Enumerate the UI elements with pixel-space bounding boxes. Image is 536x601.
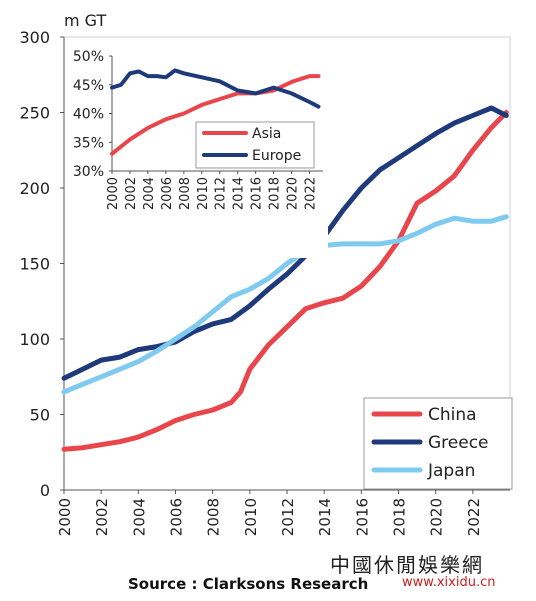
inset-legend-label-europe: Europe xyxy=(252,148,301,164)
x-tick-label: 2010 xyxy=(242,498,260,536)
x-tick-label: 2018 xyxy=(391,498,409,536)
y-tick-label: 150 xyxy=(19,255,50,274)
y-tick-label: 200 xyxy=(19,179,50,198)
inset-y-tick-label: 35% xyxy=(73,135,104,151)
inset-legend-label-asia: Asia xyxy=(252,126,281,142)
inset-x-tick-label: 2002 xyxy=(124,177,139,210)
inset-legend: Asia Europe xyxy=(195,121,315,169)
y-tick-label: 100 xyxy=(19,330,50,349)
y-axis-title: m GT xyxy=(64,11,107,30)
inset-y-tick-label: 30% xyxy=(73,164,104,180)
inset-x-tick-label: 2004 xyxy=(142,177,157,210)
watermark-url: www.xixidu.cn xyxy=(402,575,496,590)
y-tick-label: 0 xyxy=(40,481,50,500)
x-tick-label: 2012 xyxy=(279,498,297,536)
series-line-greece xyxy=(61,105,509,381)
inset-x-tick-label: 2006 xyxy=(160,177,175,210)
inset-x-tick-label: 2014 xyxy=(232,177,247,210)
x-tick-label: 2004 xyxy=(130,498,148,536)
y-tick-label: 250 xyxy=(19,104,50,123)
legend-label-greece: Greece xyxy=(428,433,489,453)
inset-legend-box xyxy=(195,121,315,169)
inset-x-tick-label: 2000 xyxy=(106,177,121,210)
inset-x-tick-label: 2018 xyxy=(268,177,283,210)
x-tick-label: 2016 xyxy=(353,498,371,536)
inset-x-tick-label: 2008 xyxy=(178,177,193,210)
inset-y-tick-label: 45% xyxy=(73,78,104,94)
watermark-logo-text: 中國休閒娛樂網 xyxy=(330,553,484,577)
inset-x-tick-label: 2022 xyxy=(304,177,319,210)
inset-series-line-asia xyxy=(110,74,321,156)
series-line-china xyxy=(61,110,509,452)
legend-label-japan: Japan xyxy=(427,461,475,481)
x-tick-label: 2006 xyxy=(168,498,186,536)
inset-series-line-europe xyxy=(110,68,321,109)
series-line-japan xyxy=(61,214,509,395)
inset-x-tick-label: 2020 xyxy=(286,177,301,210)
y-tick-label: 300 xyxy=(19,28,50,47)
inset-y-tick-label: 40% xyxy=(73,107,104,123)
legend-label-china: China xyxy=(428,405,477,425)
source-note: Source : Clarksons Research xyxy=(128,575,369,593)
inset-x-tick-label: 2016 xyxy=(250,177,265,210)
inset-x-tick-label: 2012 xyxy=(214,177,229,210)
x-tick-label: 2014 xyxy=(316,498,334,536)
x-tick-label: 2000 xyxy=(56,498,74,536)
x-tick-label: 2002 xyxy=(93,498,111,536)
inset-x-tick-label: 2010 xyxy=(196,177,211,210)
x-tick-label: 2008 xyxy=(205,498,223,536)
x-tick-label: 2020 xyxy=(428,498,446,536)
y-tick-label: 50 xyxy=(30,406,50,425)
x-tick-label: 2022 xyxy=(465,498,483,536)
inset-y-tick-label: 50% xyxy=(73,49,104,65)
main-legend: China Greece Japan xyxy=(363,397,513,490)
